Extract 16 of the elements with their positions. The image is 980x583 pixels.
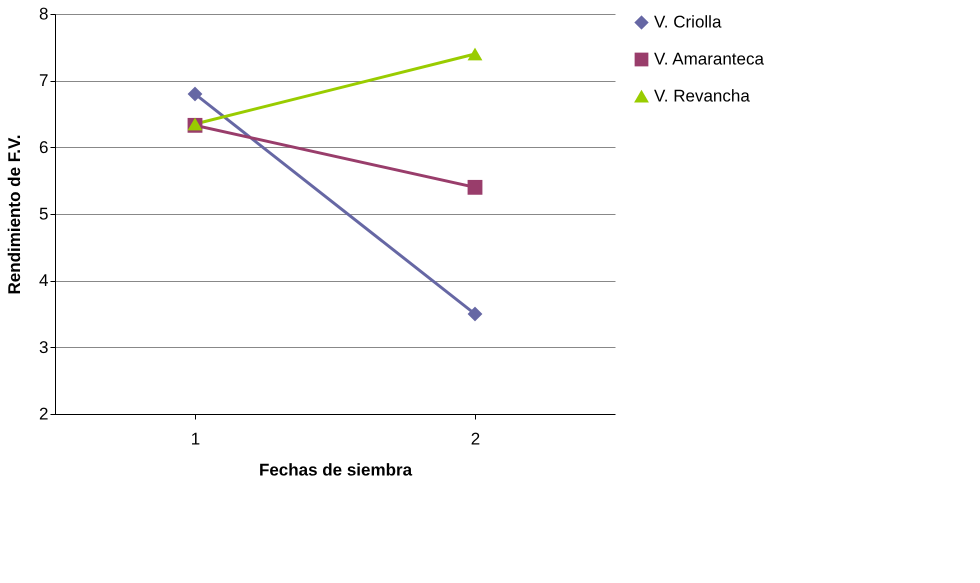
y-tick-label: 7 bbox=[39, 71, 48, 90]
x-tick-label: 1 bbox=[190, 430, 200, 448]
x-axis-title: Fechas de siembra bbox=[258, 460, 413, 480]
point bbox=[188, 86, 202, 102]
y-tick-label: 6 bbox=[39, 138, 48, 157]
y-tick-label: 3 bbox=[39, 338, 48, 357]
y-tick-label: 4 bbox=[39, 271, 48, 290]
point bbox=[468, 306, 482, 322]
point bbox=[468, 180, 482, 195]
y-tick-label: 5 bbox=[39, 204, 48, 224]
legend-label: V. Revancha bbox=[654, 86, 750, 106]
y-axis-title: Rendimiento de F.V. bbox=[5, 134, 24, 294]
legend-label: V. Amaranteca bbox=[654, 50, 764, 68]
legend-label: V. Criolla bbox=[654, 12, 722, 32]
y-tick-label: 8 bbox=[39, 4, 48, 24]
y-tick-label: 2 bbox=[39, 404, 48, 424]
